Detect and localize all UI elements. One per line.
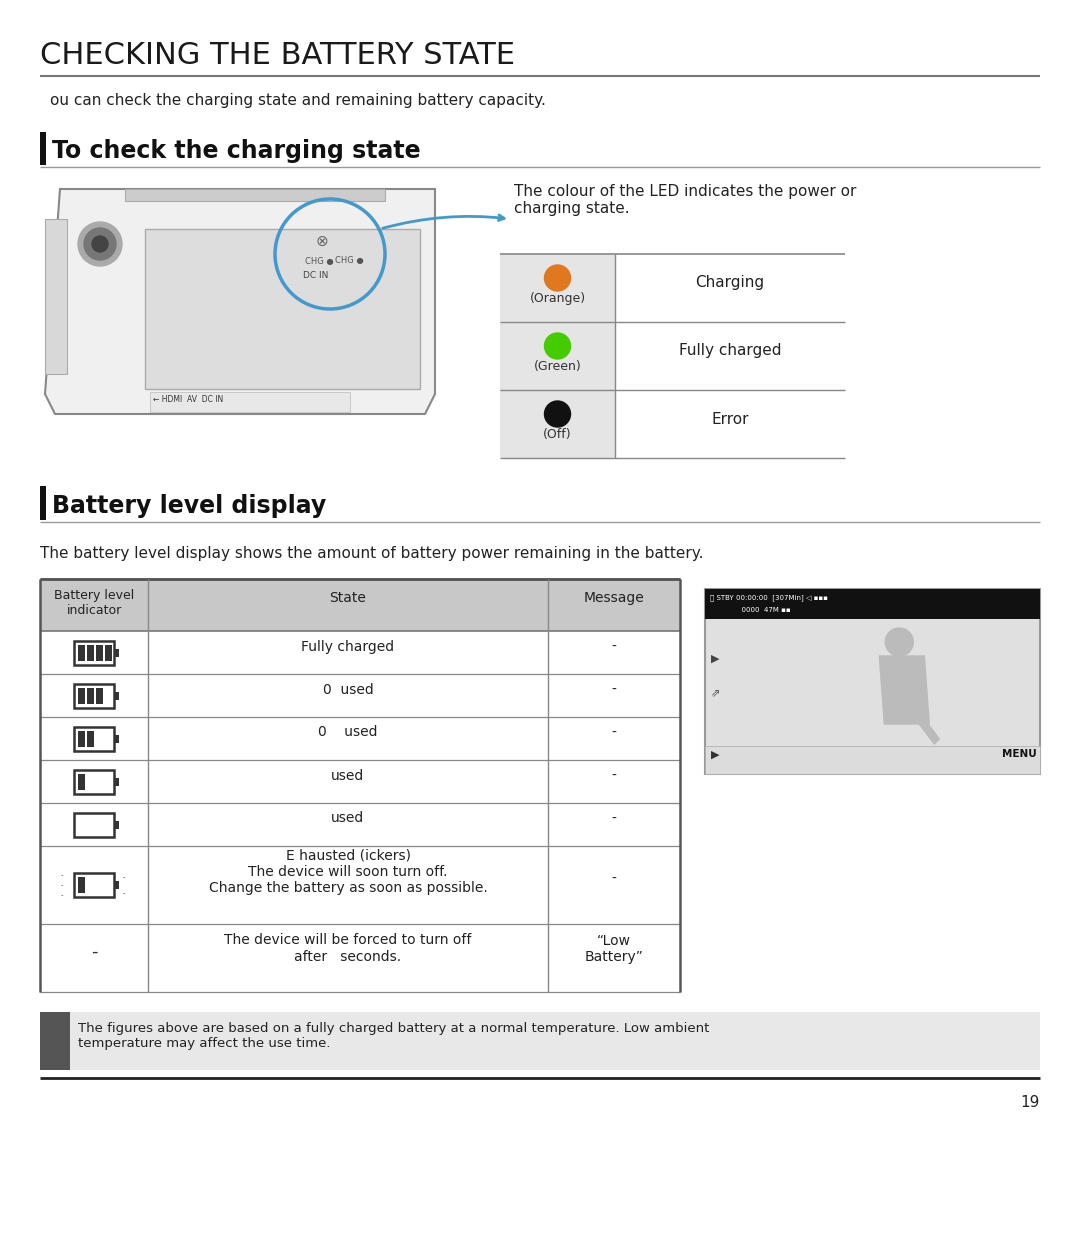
Text: To check the charging state: To check the charging state	[52, 139, 420, 163]
Bar	[40, 486, 46, 520]
Bar	[75, 770, 114, 793]
Text: “Low
Battery”: “Low Battery”	[584, 934, 644, 964]
Bar	[87, 731, 94, 747]
Text: 0  used: 0 used	[323, 682, 374, 696]
Text: used: used	[332, 769, 365, 782]
Bar	[75, 872, 114, 897]
Bar	[75, 812, 114, 837]
Bar	[705, 589, 1040, 774]
Bar	[500, 254, 615, 322]
Text: -: -	[611, 639, 617, 654]
Bar	[96, 644, 103, 660]
Bar	[150, 392, 350, 412]
Bar	[78, 731, 85, 747]
Text: MENU: MENU	[1002, 749, 1037, 759]
Bar	[114, 821, 119, 828]
Polygon shape	[879, 656, 929, 724]
Bar	[78, 644, 85, 660]
Bar	[75, 727, 114, 750]
Text: 📷 STBY 00:00:00  [307Min] ◁ ▪▪▪: 📷 STBY 00:00:00 [307Min] ◁ ▪▪▪	[710, 594, 828, 601]
Bar	[114, 881, 119, 888]
Text: The colour of the LED indicates the power or
charging state.: The colour of the LED indicates the powe…	[514, 184, 856, 216]
Text: Error: Error	[712, 411, 748, 427]
Polygon shape	[904, 698, 940, 744]
Text: Charging: Charging	[696, 275, 765, 290]
Bar	[705, 747, 1040, 774]
Bar	[105, 644, 112, 660]
Bar	[114, 734, 119, 743]
Text: 19: 19	[1021, 1095, 1040, 1111]
Bar	[125, 189, 384, 201]
Text: ▶: ▶	[711, 750, 719, 760]
Text: The battery level display shows the amount of battery power remaining in the bat: The battery level display shows the amou…	[40, 545, 703, 561]
Bar	[145, 230, 420, 389]
Text: ⊗: ⊗	[315, 234, 328, 249]
Circle shape	[78, 222, 122, 267]
Bar	[87, 687, 94, 703]
Bar	[75, 684, 114, 707]
Bar	[96, 687, 103, 703]
Text: ← HDMI  AV  DC IN: ← HDMI AV DC IN	[153, 395, 224, 404]
Text: CHECKING THE BATTERY STATE: CHECKING THE BATTERY STATE	[40, 41, 515, 70]
Bar	[500, 322, 615, 390]
Text: -: -	[611, 682, 617, 696]
Bar	[45, 218, 67, 374]
Text: (Green): (Green)	[534, 360, 581, 373]
Text: -: -	[123, 874, 125, 880]
Text: (Off): (Off)	[543, 428, 571, 441]
Text: ⇗: ⇗	[711, 689, 720, 698]
Bar	[78, 687, 85, 703]
Text: -: -	[611, 726, 617, 739]
Bar	[40, 1012, 1040, 1070]
Text: Fully charged: Fully charged	[678, 343, 781, 359]
Bar	[114, 777, 119, 786]
Text: 0    used: 0 used	[319, 726, 378, 739]
Text: Battery level
indicator: Battery level indicator	[54, 589, 134, 617]
Bar	[114, 691, 119, 700]
Text: Fully charged: Fully charged	[301, 639, 394, 654]
Text: -: -	[611, 812, 617, 826]
Text: Message: Message	[583, 591, 645, 605]
Circle shape	[544, 265, 570, 291]
Text: -: -	[91, 943, 97, 961]
Circle shape	[544, 333, 570, 359]
Text: State: State	[329, 591, 366, 605]
Circle shape	[92, 236, 108, 252]
Text: -: -	[123, 890, 125, 896]
Bar	[500, 390, 615, 458]
Text: E hausted (ickers)
The device will soon turn off.
Change the battery as soon as : E hausted (ickers) The device will soon …	[208, 849, 487, 895]
Bar	[40, 1012, 70, 1070]
Text: 0000  47M ▪▪: 0000 47M ▪▪	[710, 607, 791, 613]
Bar	[87, 644, 94, 660]
Text: Battery level display: Battery level display	[52, 494, 326, 518]
Text: ou can check the charging state and remaining battery capacity.: ou can check the charging state and rema…	[50, 93, 545, 109]
Bar	[78, 774, 85, 790]
Bar	[114, 649, 119, 656]
Polygon shape	[45, 189, 435, 413]
Text: -: -	[60, 892, 64, 898]
Text: ▶: ▶	[711, 654, 719, 664]
Circle shape	[84, 228, 116, 260]
Text: (Orange): (Orange)	[529, 292, 585, 305]
Circle shape	[544, 401, 570, 427]
Circle shape	[886, 628, 914, 656]
Text: The device will be forced to turn off
after   seconds.: The device will be forced to turn off af…	[225, 933, 472, 964]
Text: CHG ●: CHG ●	[335, 255, 364, 265]
Text: -: -	[60, 872, 64, 879]
Text: The figures above are based on a fully charged battery at a normal temperature. : The figures above are based on a fully c…	[78, 1022, 710, 1050]
Text: used: used	[332, 812, 365, 826]
Bar	[705, 589, 1040, 619]
Text: -: -	[611, 872, 617, 886]
Bar	[40, 579, 680, 631]
Text: -: -	[60, 882, 64, 888]
Bar	[40, 132, 46, 165]
Text: DC IN: DC IN	[303, 271, 328, 280]
Text: -: -	[611, 769, 617, 782]
Bar	[78, 877, 85, 893]
Bar	[75, 640, 114, 664]
Text: CHG ●: CHG ●	[305, 257, 334, 267]
